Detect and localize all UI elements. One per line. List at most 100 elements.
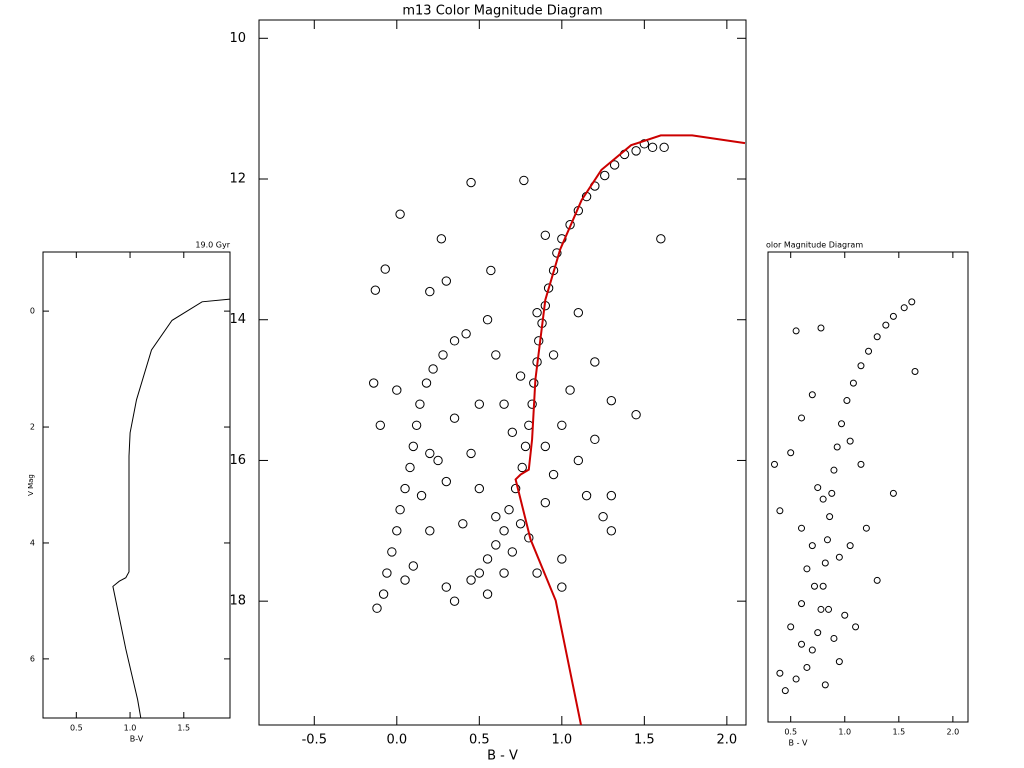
data-point bbox=[852, 623, 860, 631]
data-point bbox=[846, 542, 854, 550]
data-point bbox=[520, 441, 531, 452]
chart-title: m13 Color Magnitude Diagram bbox=[402, 4, 602, 19]
data-point bbox=[491, 512, 501, 522]
data-point bbox=[787, 449, 795, 457]
data-point bbox=[908, 298, 916, 306]
data-point bbox=[449, 596, 460, 606]
data-point bbox=[548, 469, 559, 480]
data-point bbox=[792, 327, 800, 335]
data-point bbox=[557, 582, 567, 592]
data-point bbox=[770, 460, 778, 468]
data-point bbox=[600, 170, 610, 181]
data-point bbox=[395, 505, 405, 515]
data-point bbox=[395, 209, 405, 219]
data-point bbox=[833, 443, 841, 451]
data-point bbox=[631, 410, 641, 420]
x-tick-label: 2.0 bbox=[717, 733, 738, 748]
data-point bbox=[474, 483, 485, 494]
data-point bbox=[548, 350, 559, 360]
axes-frame bbox=[42, 251, 231, 719]
data-line bbox=[112, 298, 230, 718]
data-point bbox=[810, 582, 818, 590]
plot-area bbox=[368, 134, 746, 725]
x-tick-label: 1.0 bbox=[551, 733, 572, 748]
data-point bbox=[519, 175, 529, 186]
data-point bbox=[540, 441, 551, 452]
plot-area bbox=[112, 298, 230, 718]
data-point bbox=[656, 234, 666, 244]
data-point bbox=[504, 505, 514, 515]
data-point bbox=[798, 414, 806, 422]
window-background bbox=[250, 0, 750, 768]
data-point bbox=[466, 575, 476, 585]
data-point bbox=[830, 466, 838, 474]
data-point bbox=[581, 490, 592, 501]
data-point bbox=[598, 512, 608, 522]
x-axis-label: B-V bbox=[130, 735, 144, 744]
data-point bbox=[819, 495, 827, 503]
data-point bbox=[590, 357, 600, 367]
data-point bbox=[846, 437, 854, 445]
data-point bbox=[499, 526, 509, 536]
y-tick-label: 10 bbox=[229, 31, 246, 46]
data-point bbox=[436, 234, 447, 244]
data-point bbox=[841, 611, 849, 619]
data-point bbox=[792, 675, 800, 683]
x-tick-label: 1.5 bbox=[892, 728, 905, 737]
data-point bbox=[830, 634, 838, 642]
data-point bbox=[557, 234, 567, 244]
data-point bbox=[416, 490, 427, 501]
data-point bbox=[803, 663, 811, 671]
data-point bbox=[821, 559, 829, 567]
y-tick-label: 16 bbox=[229, 453, 246, 468]
data-point bbox=[557, 420, 567, 430]
data-point bbox=[438, 350, 448, 360]
data-point bbox=[573, 307, 584, 318]
data-point bbox=[825, 605, 833, 613]
data-point bbox=[798, 640, 806, 648]
data-point bbox=[873, 333, 881, 341]
data-point bbox=[482, 554, 493, 564]
x-axis-label: B - V bbox=[487, 749, 518, 764]
data-point bbox=[482, 589, 493, 599]
data-point bbox=[499, 568, 509, 578]
data-point bbox=[838, 420, 846, 428]
data-point bbox=[517, 462, 527, 473]
data-point bbox=[647, 142, 658, 153]
x-tick-label: 0.5 bbox=[469, 733, 490, 748]
data-point bbox=[865, 347, 873, 355]
x-tick-label: 0.0 bbox=[386, 733, 407, 748]
y-axis-label: V Mag bbox=[27, 474, 35, 496]
data-point bbox=[889, 312, 897, 320]
y-tick-label: 12 bbox=[229, 172, 246, 187]
data-point bbox=[814, 484, 822, 492]
data-point bbox=[781, 687, 789, 695]
data-point bbox=[532, 568, 542, 578]
data-point bbox=[631, 146, 641, 156]
y-tick-label: 18 bbox=[229, 594, 246, 609]
data-point bbox=[639, 139, 650, 149]
data-point bbox=[461, 329, 471, 339]
data-point bbox=[499, 399, 509, 409]
plot-window: olor Magnitude Diagram 0.5 1.0 1.5 2.0 B - V bbox=[750, 240, 1024, 768]
data-point bbox=[814, 629, 822, 637]
data-point bbox=[441, 582, 452, 592]
y-tick-label: 2 bbox=[30, 423, 35, 432]
data-point bbox=[819, 582, 827, 590]
data-point bbox=[425, 448, 435, 459]
x-tick-label: 1.5 bbox=[177, 724, 190, 733]
y-tick-label: 14 bbox=[229, 312, 246, 327]
data-point bbox=[405, 462, 415, 473]
data-point bbox=[787, 623, 795, 631]
data-point bbox=[873, 576, 881, 584]
data-point bbox=[515, 519, 526, 529]
data-point bbox=[857, 362, 865, 370]
data-point bbox=[515, 371, 526, 381]
data-point bbox=[482, 315, 493, 325]
x-tick-label: 0.5 bbox=[70, 724, 83, 733]
axes-frame bbox=[258, 19, 747, 726]
data-point bbox=[606, 395, 617, 406]
data-point bbox=[387, 547, 397, 557]
window-background bbox=[0, 240, 240, 768]
data-point bbox=[466, 448, 476, 459]
